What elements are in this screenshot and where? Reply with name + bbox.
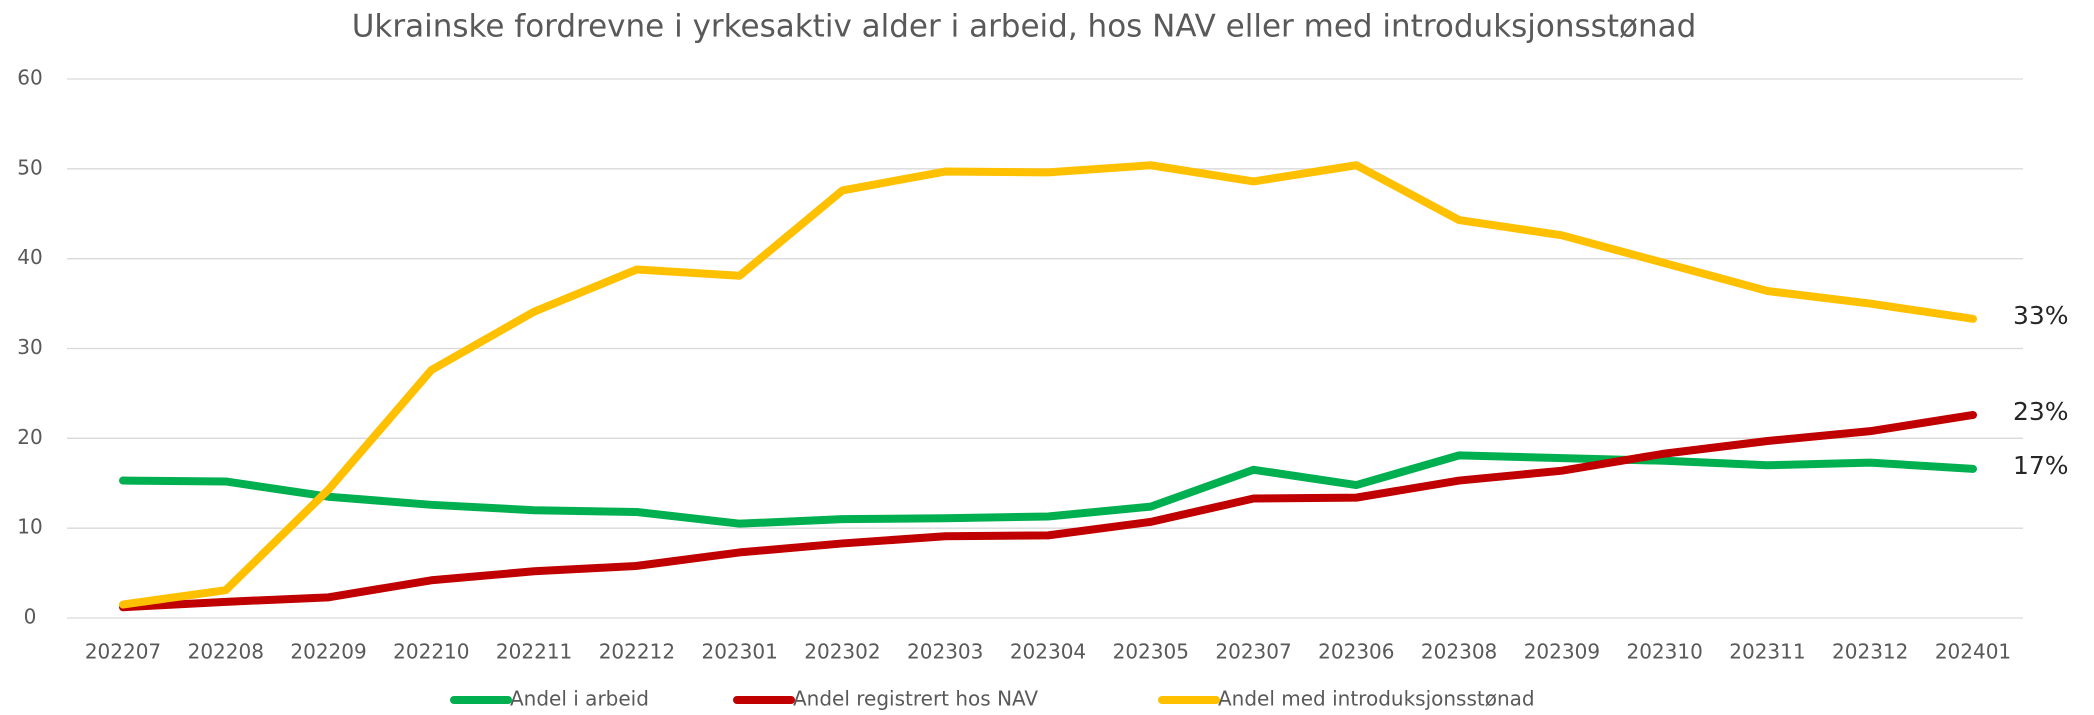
series-line: [119, 161, 1977, 609]
x-tick-label: 202210: [393, 640, 469, 664]
x-tick-label: 202304: [1010, 640, 1086, 664]
y-tick-label: 50: [17, 155, 42, 179]
x-tick-label: 202212: [599, 640, 675, 664]
y-tick-label: 40: [17, 245, 42, 269]
x-tick-label: 202211: [496, 640, 572, 664]
y-tick-label: 0: [24, 605, 37, 629]
x-tick-label: 202207: [85, 640, 161, 664]
data-label: 17%: [2013, 451, 2069, 480]
legend-label: Andel i arbeid: [510, 687, 649, 711]
data-label: 33%: [2013, 301, 2069, 330]
x-tick-label: 202302: [804, 640, 880, 664]
x-tick-label: 202308: [1421, 640, 1497, 664]
x-tick-label: 202303: [907, 640, 983, 664]
y-tick-label: 60: [17, 66, 42, 90]
x-tick-label: 202209: [290, 640, 366, 664]
y-tick-label: 30: [17, 335, 42, 359]
x-tick-label: 202312: [1832, 640, 1908, 664]
data-label: 23%: [2013, 397, 2069, 426]
y-tick-label: 20: [17, 425, 42, 449]
x-tick-label: 202311: [1729, 640, 1805, 664]
y-tick-label: 10: [17, 515, 42, 539]
series-line: [119, 451, 1977, 528]
x-tick-label: 202401: [1935, 640, 2011, 664]
x-tick-label: 202307: [1215, 640, 1291, 664]
chart-title: Ukrainske fordrevne i yrkesaktiv alder i…: [352, 9, 1697, 45]
x-tick-label: 202306: [1318, 640, 1394, 664]
x-tick-label: 202305: [1113, 640, 1189, 664]
x-tick-label: 202309: [1524, 640, 1600, 664]
series-line: [119, 410, 1977, 612]
x-tick-label: 202208: [188, 640, 264, 664]
legend-label: Andel med introduksjonsstønad: [1218, 687, 1535, 711]
x-tick-label: 202301: [701, 640, 777, 664]
legend-label: Andel registrert hos NAV: [793, 687, 1038, 711]
x-tick-label: 202310: [1626, 640, 1702, 664]
